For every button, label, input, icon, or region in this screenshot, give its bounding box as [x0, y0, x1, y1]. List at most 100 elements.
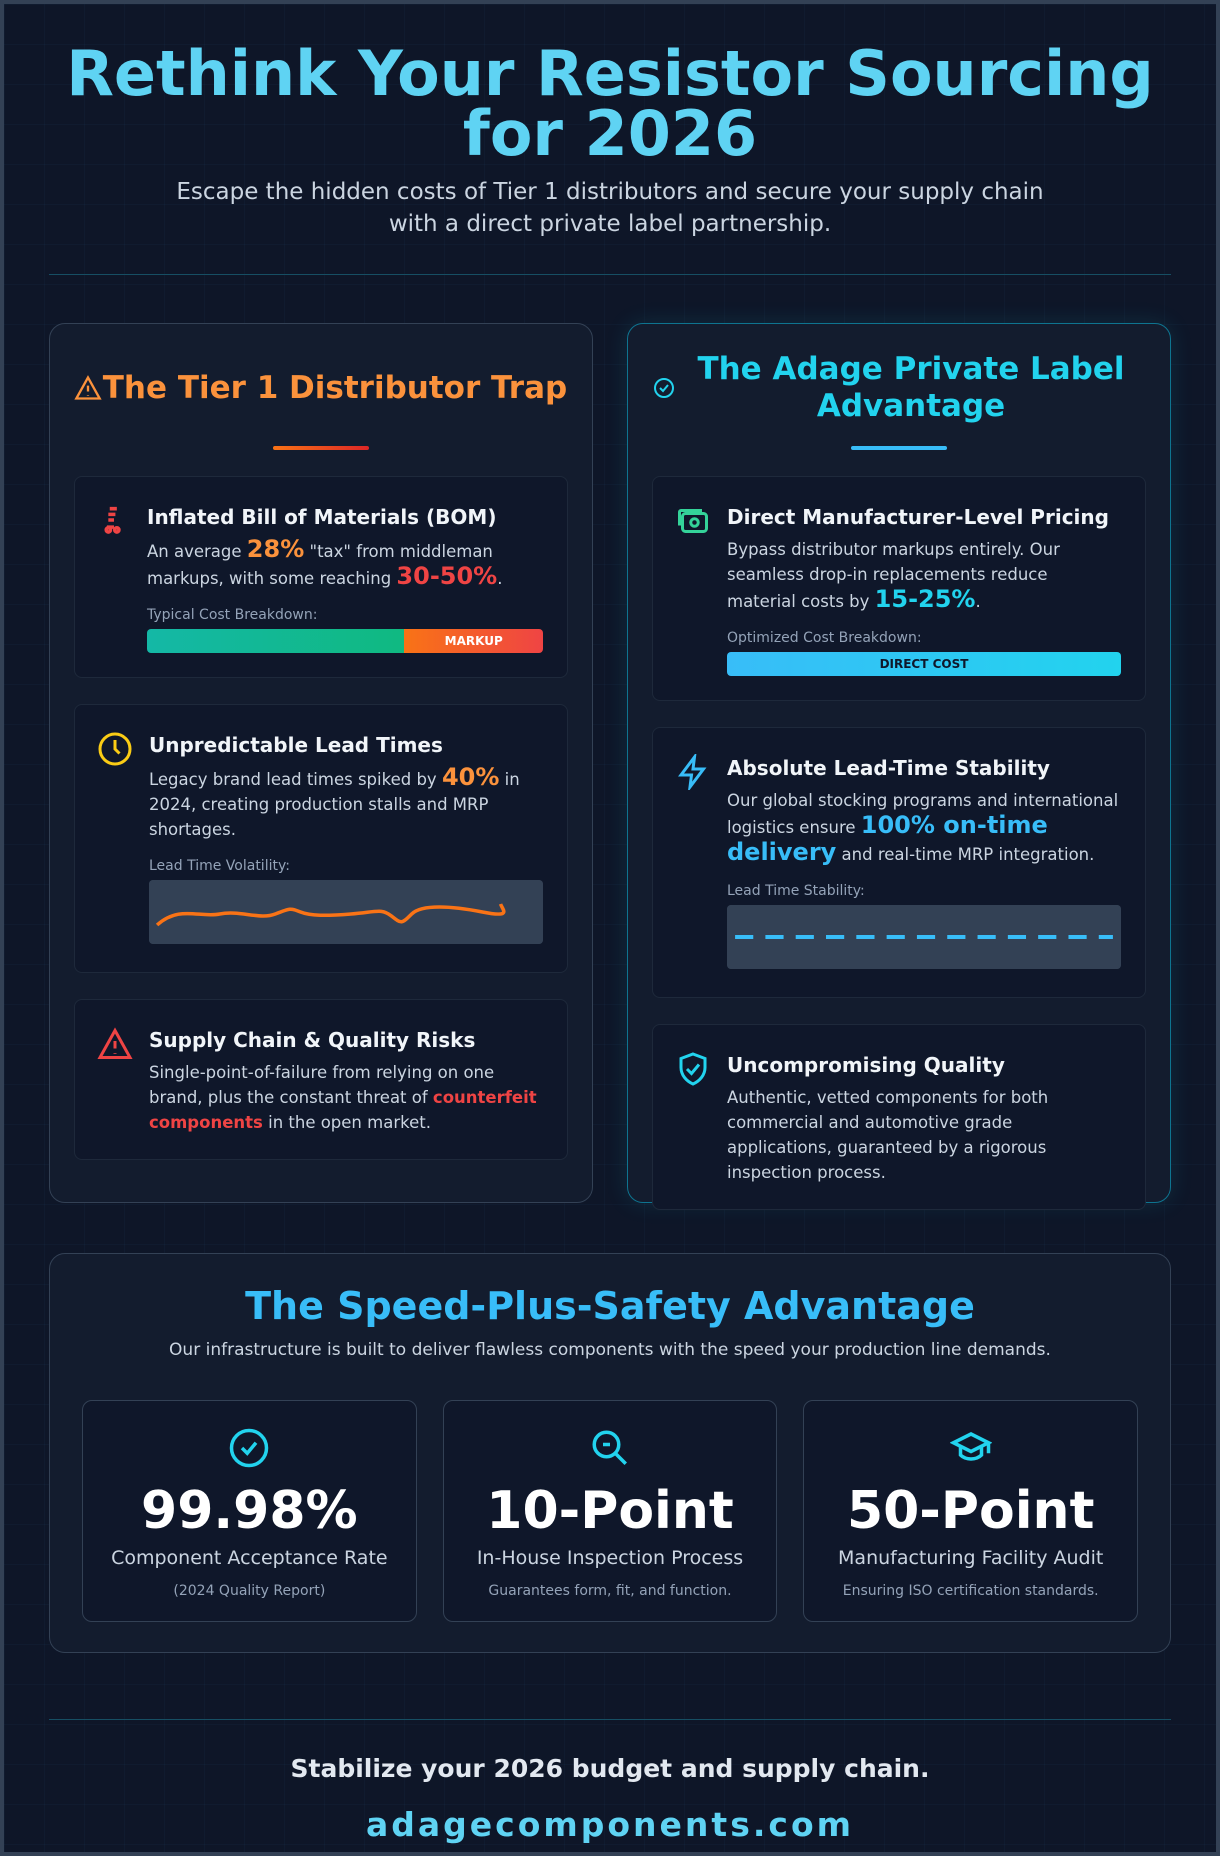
icon-part — [592, 1430, 621, 1459]
card-title: Unpredictable Lead Times — [149, 733, 443, 757]
icon-part — [230, 1428, 269, 1468]
block: Unpredictable Lead Times Legacy brand le… — [149, 731, 543, 948]
card-title: Direct Manufacturer-Level Pricing — [727, 505, 1109, 529]
card-text: Legacy brand lead times spiked by 40% in… — [149, 765, 543, 842]
icon-part — [689, 517, 700, 528]
card-text: An average 28% "tax" from middleman mark… — [147, 537, 543, 591]
block: Inflated Bill of Materials (BOM) An aver… — [147, 503, 543, 653]
icon-part — [230, 1428, 269, 1468]
panel-header: The Adage Private Label Advantage — [652, 348, 1146, 428]
stat-note: Guarantees form, fit, and function. — [488, 1583, 732, 1599]
card-title: Inflated Bill of Materials (BOM) — [147, 505, 497, 529]
card-title: Absolute Lead-Time Stability — [727, 756, 1050, 780]
icon-part — [155, 903, 506, 927]
title: Rethink Your Resistor Sourcing for 2026 — [66, 37, 1154, 170]
icon-part — [679, 1052, 707, 1086]
icon-part — [654, 378, 674, 398]
panel-title: The Adage Private Label Advantage — [697, 351, 1125, 424]
block: Direct Manufacturer-Level Pricing Bypass… — [727, 503, 1121, 676]
card-text: Authentic, vetted components for both co… — [727, 1085, 1121, 1185]
icon-part — [74, 375, 102, 400]
card: Absolute Lead-Time Stability Our global … — [652, 727, 1146, 998]
text: and real-time MRP integration. — [836, 845, 1095, 864]
icon-part — [97, 503, 131, 537]
stat-value: 99.98% — [141, 1481, 358, 1541]
icon-part — [603, 1442, 627, 1465]
icon-part — [678, 509, 708, 533]
advantage-panel: The Adage Private Label Advantage Direct… — [627, 323, 1171, 1210]
icon-part — [592, 1430, 627, 1465]
card: Supply Chain & Quality Risks Single-poin… — [74, 999, 568, 1160]
stats-title: The Speed-Plus-Safety Advantage — [245, 1284, 975, 1328]
stat-card: 99.98% Component Acceptance Rate (2024 Qua… — [82, 1400, 417, 1622]
chart-label: Typical Cost Breakdown: — [147, 607, 318, 623]
stat-value: 10-Point — [486, 1481, 734, 1541]
text: 15-25% — [874, 585, 976, 613]
text: in the open market. — [262, 1113, 431, 1132]
icon-part — [112, 526, 121, 534]
text: "tax" from middleman markups, with some … — [147, 542, 493, 588]
icon-part — [949, 1432, 993, 1461]
icon-part — [678, 754, 707, 790]
card-text: Our global stocking programs and interna… — [727, 788, 1121, 867]
stat-label: In-House Inspection Process — [476, 1547, 744, 1569]
text: MARKUP — [404, 629, 543, 653]
icon-part — [241, 1441, 258, 1456]
block: Supply Chain & Quality Risks Single-poin… — [149, 1026, 543, 1135]
divider — [49, 274, 1171, 275]
panels: The Tier 1 Distributor Trap Inflated Bil… — [49, 323, 1171, 1210]
stat-value: 50-Point — [846, 1481, 1095, 1541]
icon-part — [113, 740, 121, 755]
icon-part — [104, 526, 113, 534]
text: 40% — [441, 763, 500, 791]
icon-part — [678, 754, 707, 790]
card: Direct Manufacturer-Level Pricing Bypass… — [652, 476, 1146, 701]
card: Uncompromising Quality Authentic, vetted… — [652, 1024, 1146, 1210]
text: 28% — [246, 535, 305, 563]
icon-part — [97, 1027, 133, 1059]
stability-chart — [727, 905, 1121, 969]
icon-part — [98, 732, 132, 766]
stat-card: 10-Point In-House Inspection Process Guara… — [442, 1400, 778, 1622]
text: Legacy brand lead times spiked by — [149, 770, 442, 789]
volatility-chart — [149, 880, 543, 944]
text: Bypass distributor markups entirely. Our… — [727, 540, 1060, 611]
icon-part — [685, 1063, 701, 1076]
card: Unpredictable Lead Times Legacy brand le… — [74, 704, 568, 973]
icon-part — [678, 509, 702, 526]
accent-bar — [273, 446, 369, 450]
chart-label: Optimized Cost Breakdown: — [727, 630, 922, 646]
text: Our global stocking programs and interna… — [727, 791, 1119, 837]
chart-label: Lead Time Stability: — [727, 883, 865, 899]
text: 100% on-time delivery — [727, 811, 1048, 866]
icon-part — [659, 384, 669, 393]
icon-part — [74, 375, 102, 400]
text: counterfeit components — [149, 1088, 537, 1132]
stats-section: The Speed-Plus-Safety Advantage Our infr… — [49, 1253, 1171, 1653]
stat-items: 99.98% Component Acceptance Rate (2024 Qua… — [82, 1400, 1139, 1622]
text: . — [497, 569, 503, 588]
url[interactable]: adagecomponents.com — [365, 1805, 854, 1844]
card-text: Single-point-of-failure from relying on … — [149, 1060, 543, 1135]
block: Uncompromising Quality Authentic, vetted… — [727, 1051, 1121, 1185]
accent-bar — [851, 446, 947, 450]
icon-part — [98, 732, 132, 766]
text: Single-point-of-failure from relying on … — [149, 1063, 495, 1107]
icon-part — [681, 512, 708, 533]
text: . — [975, 592, 981, 611]
chart-label: Lead Time Volatility: — [149, 858, 290, 874]
subtitle: Escape the hidden costs of Tier 1 distri… — [176, 179, 1044, 237]
block — [147, 629, 405, 653]
text: Authentic, vetted components for both co… — [727, 1088, 1049, 1182]
text: in 2024, creating production stalls and … — [149, 770, 520, 839]
tagline: Stabilize your 2026 budget and supply ch… — [290, 1754, 930, 1783]
icon-part — [958, 1442, 990, 1461]
footer: Stabilize your 2026 budget and supply ch… — [49, 1719, 1171, 1844]
trap-panel: The Tier 1 Distributor Trap Inflated Bil… — [49, 323, 593, 1203]
stat-label: Component Acceptance Rate — [111, 1547, 388, 1569]
card-text: Bypass distributor markups entirely. Our… — [727, 537, 1121, 614]
stat-note: Ensuring ISO certification standards. — [842, 1583, 1099, 1599]
stats-subtitle: Our infrastructure is built to deliver f… — [169, 1340, 1051, 1360]
panel-header: The Tier 1 Distributor Trap — [74, 348, 568, 428]
text: 30-50% — [396, 562, 498, 590]
